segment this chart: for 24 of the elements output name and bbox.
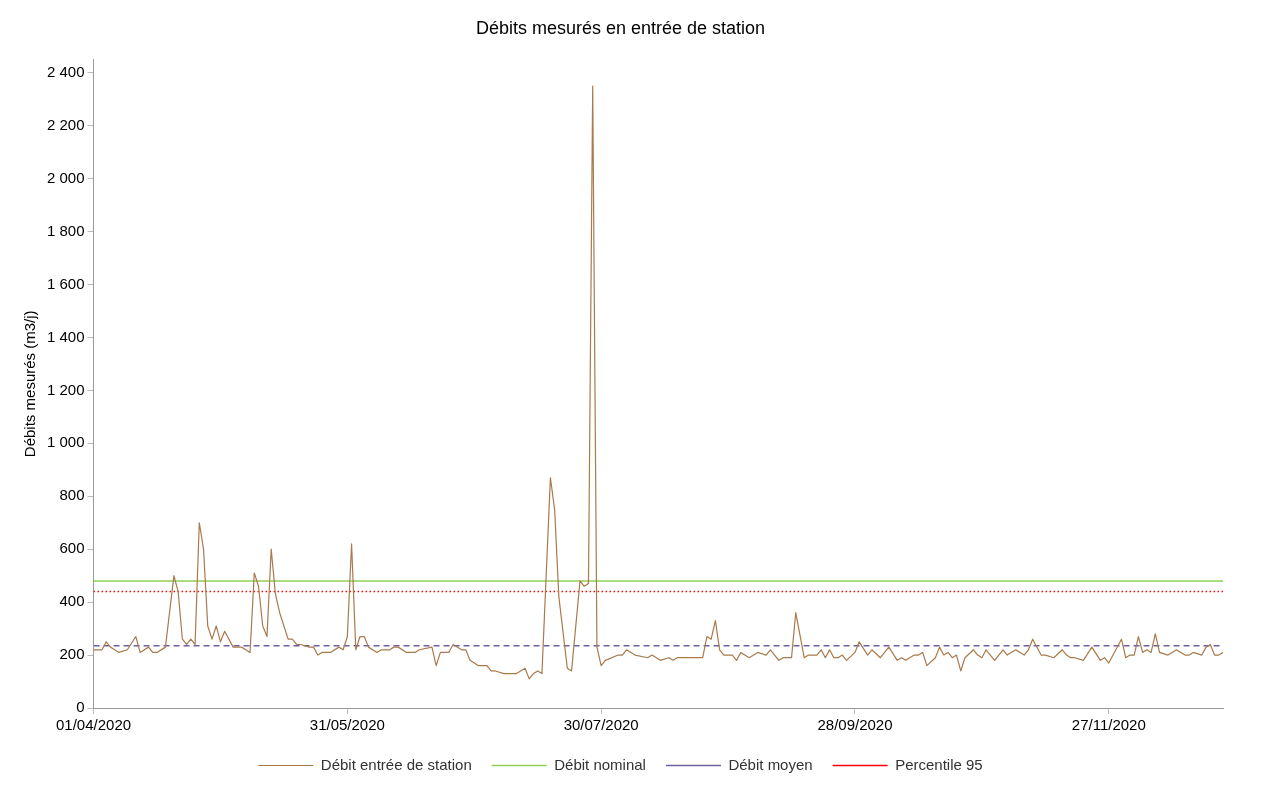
y-tick-label: 1 800 [46,221,85,239]
y-tick-label: 1 400 [46,327,85,345]
y-tick-label: 600 [59,539,85,557]
legend-label: Percentile 95 [895,755,983,773]
legend-label: Débit moyen [728,755,813,773]
x-tick-label: 01/04/2020 [56,716,132,734]
legend-label: Débit nominal [554,755,646,773]
x-tick-label: 30/07/2020 [563,716,639,734]
x-tick-label: 28/09/2020 [817,716,893,734]
y-tick-label: 2 400 [46,62,85,80]
y-axis-title: Débits mesurés (m3/j) [21,310,39,458]
y-tick-label: 400 [59,592,85,610]
chart-title: Débits mesurés en entrée de station [475,17,766,38]
legend-label: Débit entrée de station [320,755,472,773]
y-tick-label: 200 [59,645,85,663]
y-tick-label: 2 000 [46,168,85,186]
y-tick-label: 1 200 [46,380,85,398]
y-tick-label: 800 [59,486,85,504]
y-tick-label: 1 000 [46,433,85,451]
y-tick-label: 2 200 [46,115,85,133]
x-tick-label: 31/05/2020 [309,716,385,734]
y-tick-label: 1 600 [46,274,85,292]
x-tick-label: 27/11/2020 [1071,716,1146,734]
y-tick-label: 0 [76,698,85,716]
